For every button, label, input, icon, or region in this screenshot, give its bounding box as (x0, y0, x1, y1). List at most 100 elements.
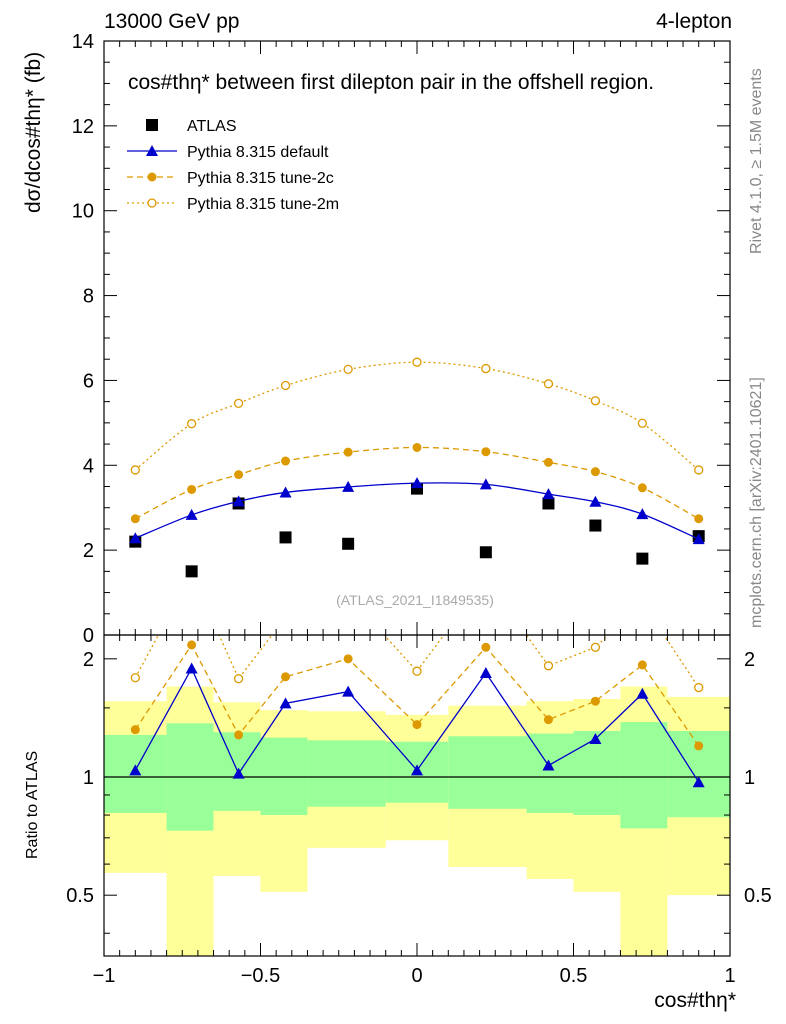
band-inner-bin (448, 736, 527, 809)
ratio-point (543, 715, 553, 725)
series-pythia-8-315-tune-2m (130, 357, 704, 475)
y-tick-label: 8 (83, 286, 94, 308)
series-line (134, 361, 700, 471)
legend-entry: Pythia 8.315 tune-2c (127, 170, 334, 187)
uncertainty-bands (104, 686, 730, 956)
band-inner-bin (526, 733, 574, 813)
data-point (636, 552, 649, 565)
ratio-y-tick-label-right: 2 (744, 649, 755, 671)
legend-marker (146, 145, 158, 156)
data-point (542, 497, 555, 510)
legend-label: ATLAS (187, 118, 237, 135)
data-point (279, 531, 292, 544)
data-point (694, 465, 704, 475)
y-tick-label: 12 (72, 116, 94, 138)
ratio-point (412, 666, 422, 676)
data-point (130, 465, 140, 475)
series-atlas (129, 482, 705, 578)
series-pythia-8-315-default (129, 477, 705, 545)
ratio-y-axis-label: Ratio to ATLAS (24, 751, 41, 859)
ratio-series-group (129, 599, 705, 788)
y-tick-label: 6 (83, 370, 94, 392)
data-point (692, 533, 705, 545)
band-inner-bin (620, 722, 668, 829)
data-point (280, 380, 291, 391)
ratio-point (479, 667, 492, 679)
data-point (694, 514, 704, 524)
x-axis-label: cos#thη* (654, 989, 736, 1012)
chart-marks (129, 357, 705, 788)
ratio-point (692, 776, 705, 788)
y-tick-label: 0 (83, 625, 94, 647)
x-tick-label: 0.5 (560, 965, 588, 987)
ratio-y-tick-label: 2 (83, 649, 94, 671)
ratio-point (232, 767, 245, 779)
data-point (637, 418, 648, 428)
ratio-point (234, 730, 244, 740)
ratio-point (130, 725, 140, 735)
data-point (589, 495, 602, 507)
ratio-point (694, 682, 704, 693)
data-point (281, 456, 291, 466)
data-point (130, 514, 140, 524)
data-point (636, 508, 649, 520)
ratio-y-tick-label: 1 (83, 767, 94, 789)
legend-entry: Pythia 8.315 tune-2m (127, 196, 339, 213)
main-y-axis-label: dσ/dcos#thη* (fb) (22, 52, 45, 213)
data-point (412, 442, 422, 452)
legend-entry: ATLAS (146, 118, 237, 135)
ratio-point (412, 720, 422, 730)
y-tick-label: 2 (83, 540, 94, 562)
data-point (542, 488, 555, 500)
header-left: 13000 GeV pp (104, 10, 239, 33)
ratio-line (134, 635, 700, 688)
ratio-point (187, 640, 197, 650)
data-point (186, 419, 197, 429)
ratio-point (590, 642, 601, 652)
legend-marker (146, 119, 158, 131)
data-point (342, 537, 355, 550)
data-point (543, 379, 554, 389)
ratio-y-tick-label-right: 0.5 (744, 885, 772, 907)
ratio-point (542, 759, 555, 771)
data-point (637, 483, 647, 493)
band-inner-bin (260, 737, 308, 816)
data-point (481, 447, 491, 457)
legend-marker (147, 172, 157, 182)
data-point (543, 457, 553, 467)
ratio-point (342, 685, 355, 697)
chart-title: cos#thη* between first dilepton pair in … (128, 71, 654, 94)
ratio-series-pythia-8-315-tune-2c (130, 640, 704, 751)
ratio-point (481, 642, 491, 652)
legend-label: Pythia 8.315 tune-2m (187, 196, 339, 213)
band-inner-bin (307, 740, 386, 807)
data-point (343, 364, 353, 375)
data-point (232, 495, 245, 507)
ratio-series-pythia-8-315-tune-2m (130, 599, 704, 693)
ratio-point (590, 696, 600, 706)
legend-marker (147, 198, 157, 208)
band-inner-bin (573, 730, 621, 816)
legend-label: Pythia 8.315 tune-2c (187, 170, 334, 187)
data-point (233, 398, 244, 408)
legend: ATLAS Pythia 8.315 default Pythia 8.315 tu… (127, 118, 339, 213)
rivet-label: Rivet 4.1.0, ≥ 1.5M events (748, 68, 765, 254)
ratio-point (637, 660, 647, 670)
ratio-point (589, 732, 602, 744)
ratio-point (638, 599, 646, 607)
ratio-point (130, 673, 140, 683)
data-point (479, 478, 492, 490)
data-point (185, 508, 198, 520)
watermark: (ATLAS_2021_I1849535) (336, 592, 494, 608)
ratio-point (343, 654, 353, 664)
x-tick-label: 1 (724, 965, 735, 987)
data-point (590, 396, 601, 406)
data-point (185, 565, 198, 578)
data-point (479, 546, 492, 559)
data-point (343, 447, 353, 457)
data-point (481, 363, 491, 374)
header-right: 4-lepton (656, 10, 732, 33)
ratio-point (543, 661, 554, 671)
